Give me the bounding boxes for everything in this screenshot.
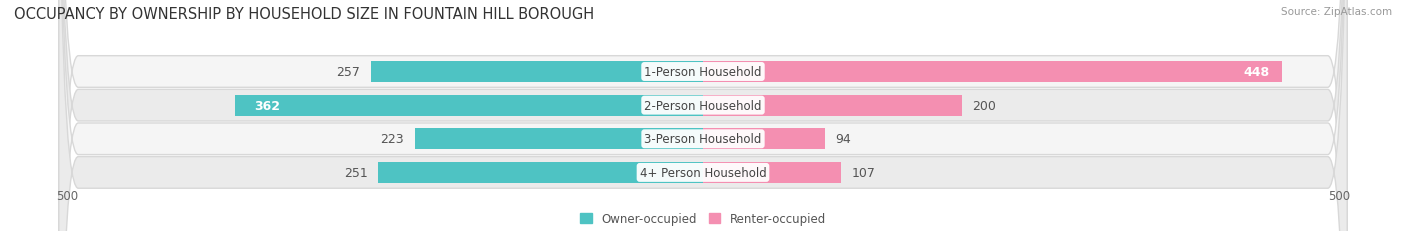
Text: 448: 448 [1243,66,1270,79]
Text: 1-Person Household: 1-Person Household [644,66,762,79]
Bar [703,129,824,149]
Text: 94: 94 [835,133,851,146]
FancyBboxPatch shape [59,0,1347,231]
Bar [235,95,703,116]
Text: 107: 107 [852,166,876,179]
Bar [415,129,703,149]
Text: 3-Person Household: 3-Person Household [644,133,762,146]
Text: 2-Person Household: 2-Person Household [644,99,762,112]
Text: Source: ZipAtlas.com: Source: ZipAtlas.com [1281,7,1392,17]
Text: 251: 251 [344,166,368,179]
FancyBboxPatch shape [59,0,1347,231]
Text: OCCUPANCY BY OWNERSHIP BY HOUSEHOLD SIZE IN FOUNTAIN HILL BOROUGH: OCCUPANCY BY OWNERSHIP BY HOUSEHOLD SIZE… [14,7,595,22]
FancyBboxPatch shape [59,0,1347,231]
Text: 200: 200 [972,99,995,112]
Text: 4+ Person Household: 4+ Person Household [640,166,766,179]
Bar [703,62,1282,82]
Text: 500: 500 [56,189,79,202]
Text: 257: 257 [336,66,360,79]
Legend: Owner-occupied, Renter-occupied: Owner-occupied, Renter-occupied [579,212,827,225]
Bar [378,162,703,183]
Text: 362: 362 [254,99,280,112]
Text: 223: 223 [381,133,404,146]
Bar [371,62,703,82]
Bar [703,95,962,116]
Bar [703,162,841,183]
FancyBboxPatch shape [59,0,1347,231]
Text: 500: 500 [1327,189,1350,202]
